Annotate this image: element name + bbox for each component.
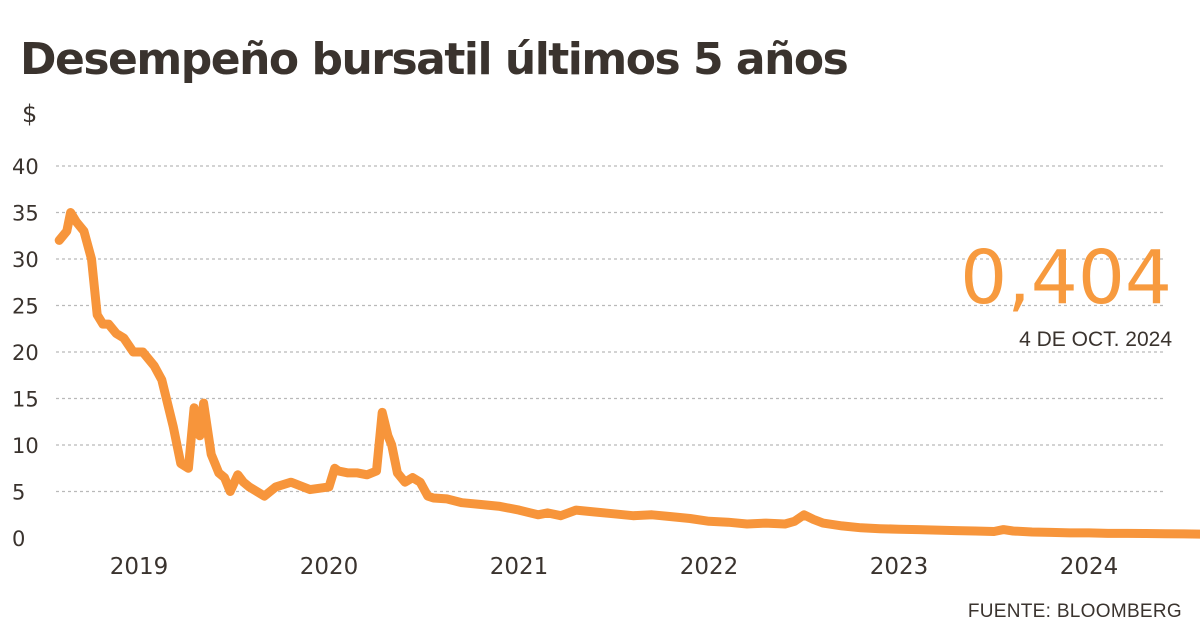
chart-title: Desempeño bursatil últimos 5 años xyxy=(20,34,849,85)
source-note: FUENTE: BLOOMBERG xyxy=(967,601,1182,622)
y-tick-label: 40 xyxy=(12,155,39,179)
grid-lines xyxy=(56,165,1163,493)
y-tick-label: 15 xyxy=(12,388,39,412)
y-axis-ticks: 0 5 10 15 20 25 30 35 40 xyxy=(12,155,39,551)
y-tick-label: 30 xyxy=(12,248,39,272)
price-series-line xyxy=(54,208,1200,539)
series-layer xyxy=(54,208,1200,539)
y-tick-label: 10 xyxy=(12,434,39,458)
y-tick-label: 35 xyxy=(12,202,39,226)
x-tick-label: 2022 xyxy=(680,554,739,580)
x-tick-label: 2024 xyxy=(1060,554,1119,580)
callout-value: 0,404 xyxy=(960,235,1172,321)
x-axis-ticks: 2019 2020 2021 2022 2023 2024 xyxy=(110,554,1119,580)
x-tick-label: 2023 xyxy=(870,554,929,580)
x-tick-label: 2021 xyxy=(490,554,549,580)
y-tick-label: 5 xyxy=(12,481,25,505)
y-tick-label: 0 xyxy=(12,527,25,551)
y-unit-label: $ xyxy=(22,100,38,128)
x-tick-label: 2020 xyxy=(300,554,359,580)
y-tick-label: 25 xyxy=(12,295,39,319)
y-tick-label: 20 xyxy=(12,341,39,365)
x-tick-label: 2019 xyxy=(110,554,169,580)
callout-date: 4 DE OCT. 2024 xyxy=(1019,328,1172,351)
